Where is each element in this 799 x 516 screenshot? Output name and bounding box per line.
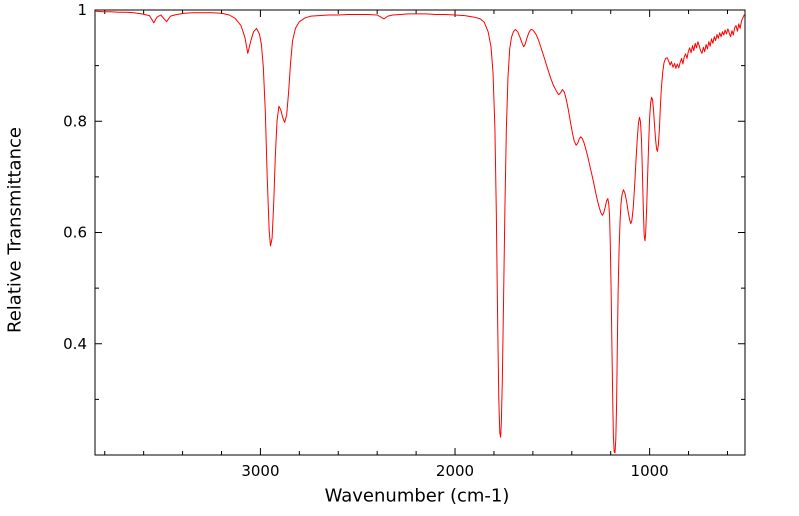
x-axis-title: Wavenumber (cm-1) (324, 485, 510, 507)
y-tick-label: 0.8 (63, 112, 87, 130)
y-tick-label: 0.4 (63, 335, 87, 353)
x-tick-label: 1000 (631, 462, 669, 480)
y-tick-label: 1 (77, 1, 87, 19)
plot-border (94, 9, 746, 456)
y-axis-title: Relative Transmittance (4, 127, 26, 333)
x-tick-label: 3000 (241, 462, 279, 480)
y-tick-label: 0.6 (63, 224, 87, 242)
spectrum-line (95, 10, 745, 454)
x-tick-label: 2000 (436, 462, 474, 480)
